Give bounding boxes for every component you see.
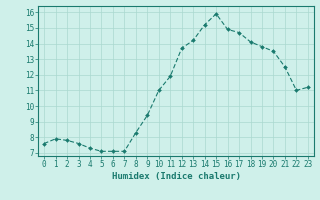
- X-axis label: Humidex (Indice chaleur): Humidex (Indice chaleur): [111, 172, 241, 181]
